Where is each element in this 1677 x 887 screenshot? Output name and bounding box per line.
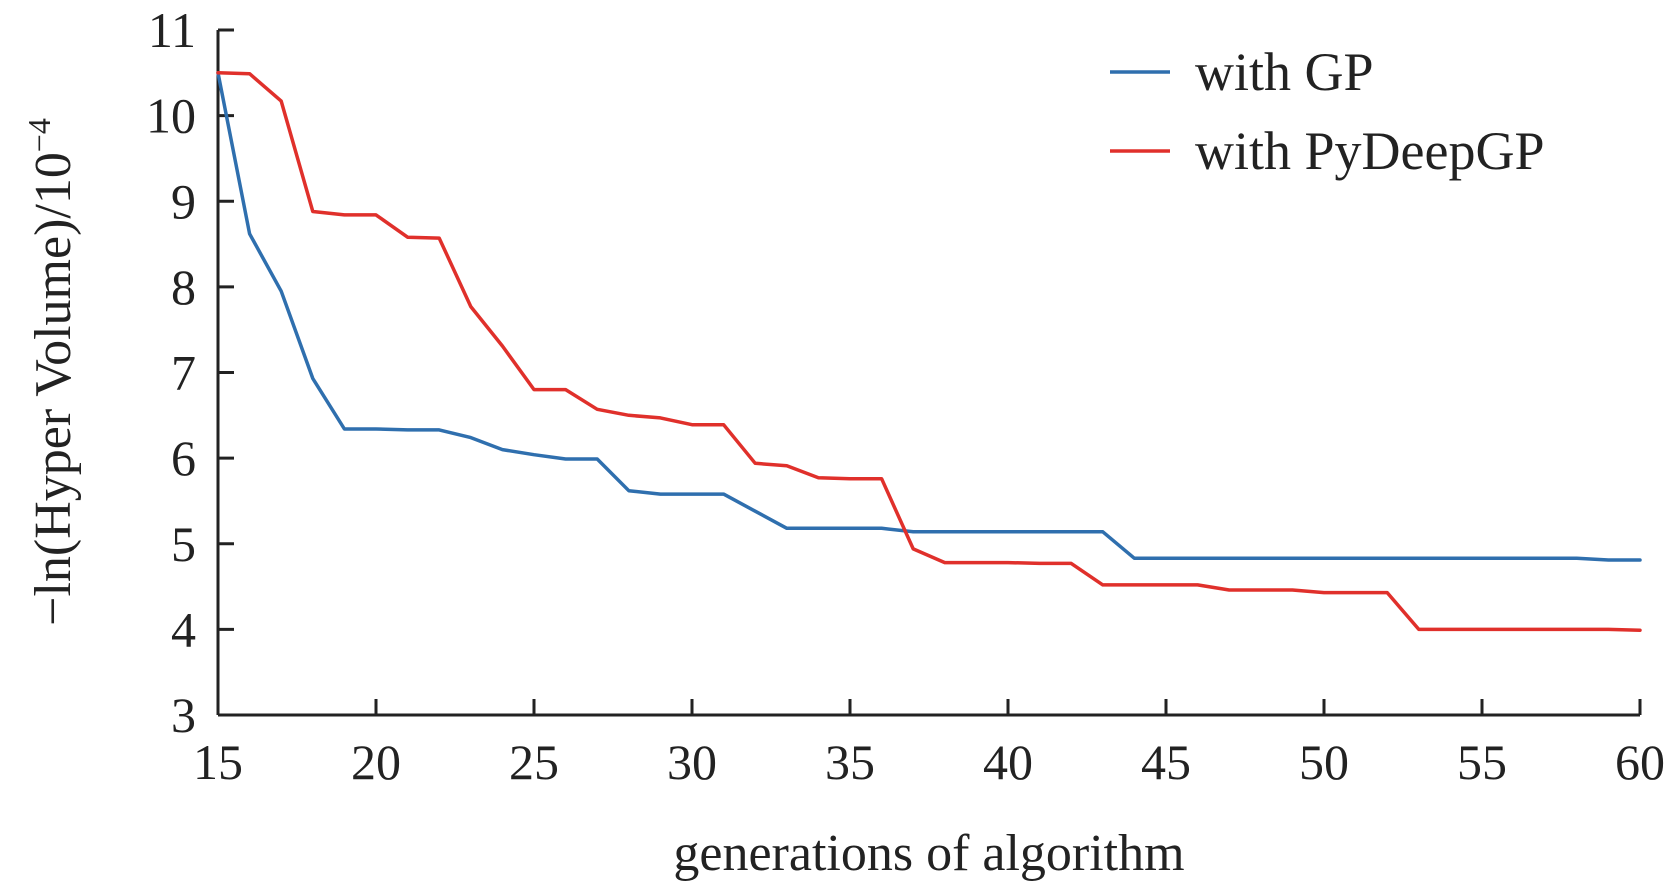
x-tick-label: 15 bbox=[193, 734, 243, 790]
y-tick-label: 9 bbox=[171, 173, 196, 229]
legend: with GP with PyDeepGP bbox=[1110, 42, 1545, 181]
legend-label: with GP bbox=[1195, 42, 1374, 102]
legend-label: with PyDeepGP bbox=[1195, 121, 1545, 181]
y-axis-title: −ln(Hyper Volume)/10−4 bbox=[21, 118, 82, 626]
x-tick-label: 60 bbox=[1615, 734, 1665, 790]
y-ticks: 3 4 5 6 7 8 9 10 11 bbox=[146, 2, 234, 743]
x-tick-label: 45 bbox=[1141, 734, 1191, 790]
series-group bbox=[216, 71, 1642, 632]
x-tick-label: 40 bbox=[983, 734, 1033, 790]
x-tick-label: 25 bbox=[509, 734, 559, 790]
x-ticks: 15 20 25 30 35 40 45 50 55 60 bbox=[193, 699, 1665, 790]
y-axis-title-main: −ln(Hyper Volume)/10 bbox=[25, 152, 82, 626]
y-tick-label: 11 bbox=[148, 2, 196, 58]
y-tick-label: 6 bbox=[171, 430, 196, 486]
series-line-with-pydeepgp bbox=[216, 71, 1642, 632]
y-tick-label: 10 bbox=[146, 88, 196, 144]
x-tick-label: 55 bbox=[1457, 734, 1507, 790]
x-tick-label: 30 bbox=[667, 734, 717, 790]
x-tick-label: 35 bbox=[825, 734, 875, 790]
y-tick-label: 7 bbox=[171, 345, 196, 401]
x-tick-label: 50 bbox=[1299, 734, 1349, 790]
y-tick-label: 5 bbox=[171, 516, 196, 572]
y-tick-label: 3 bbox=[171, 687, 196, 743]
series-line-with-gp bbox=[216, 71, 1642, 562]
x-tick-label: 20 bbox=[351, 734, 401, 790]
x-axis-title: generations of algorithm bbox=[673, 825, 1184, 882]
y-axis-title-exponent: −4 bbox=[21, 118, 57, 152]
y-tick-label: 4 bbox=[171, 601, 196, 657]
y-tick-label: 8 bbox=[171, 259, 196, 315]
